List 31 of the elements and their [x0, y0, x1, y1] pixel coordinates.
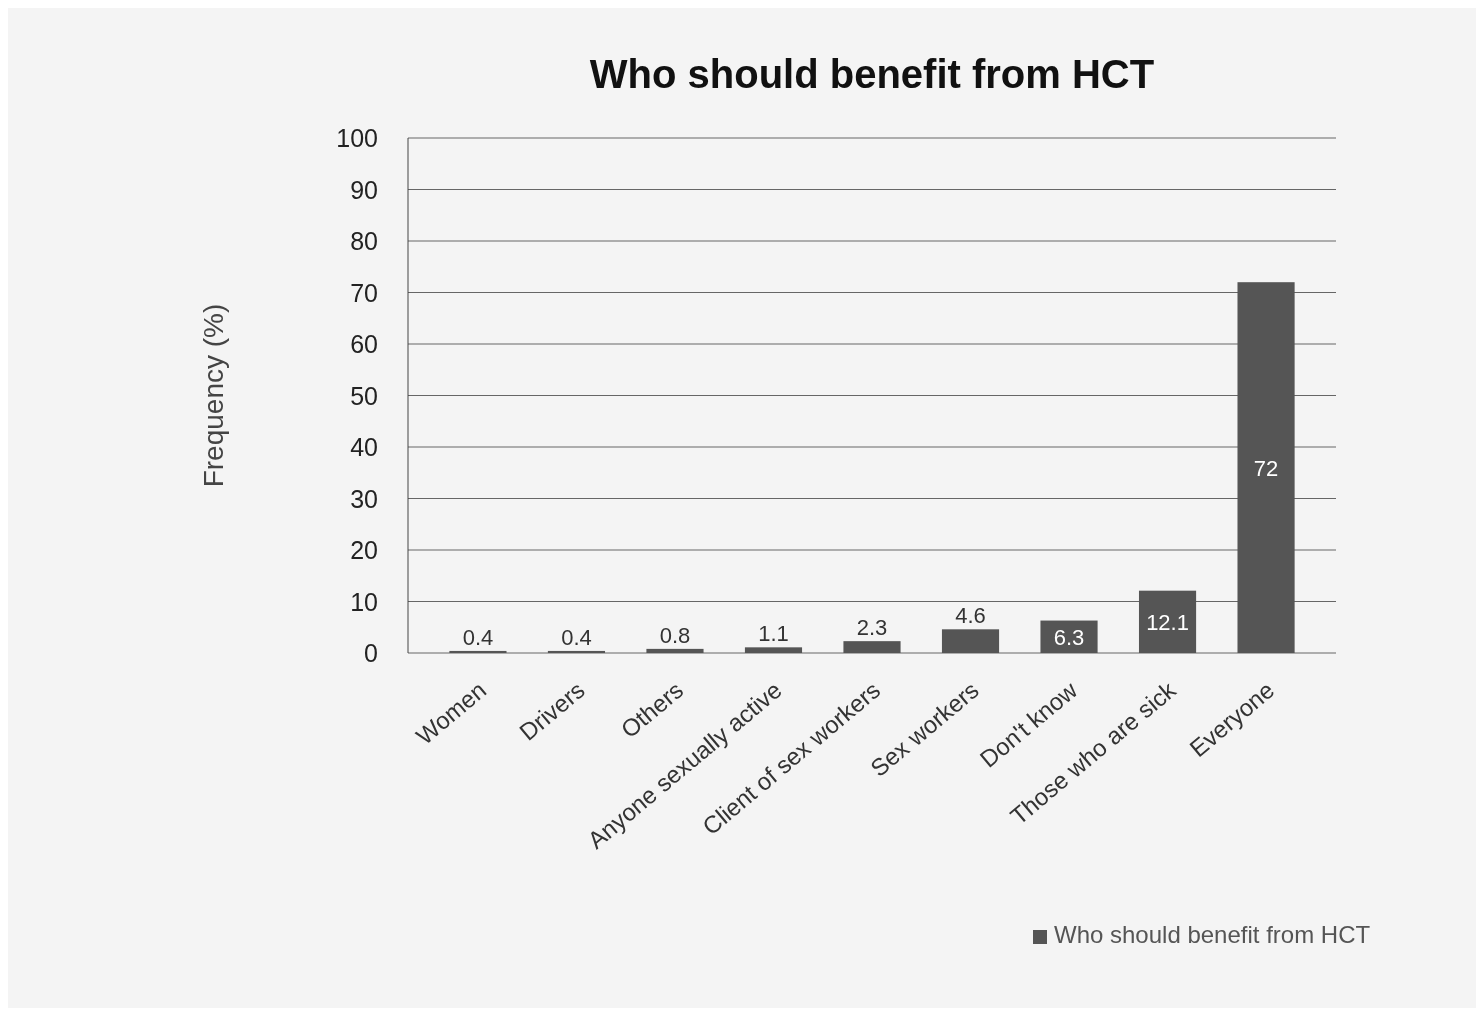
bar: [1138, 590, 1197, 653]
data-label: 0.8: [659, 622, 691, 648]
bar: [941, 629, 1000, 653]
bar: [843, 641, 901, 653]
y-tick-label: 50: [350, 381, 378, 410]
data-label: 1.1: [758, 621, 789, 647]
y-tick-label: 90: [350, 175, 378, 204]
chart-title: Who should benefit from HCT: [589, 52, 1155, 96]
data-label: 72: [1253, 455, 1279, 481]
bar: [547, 650, 606, 653]
data-label: 12.1: [1146, 609, 1189, 635]
data-label: 6.3: [1053, 624, 1085, 650]
legend-label: Who should benefit from HCT: [1054, 921, 1371, 948]
bar: [449, 650, 507, 653]
y-tick-label: 70: [350, 278, 378, 307]
data-label: 0.4: [561, 624, 592, 650]
y-axis-title: Frequency (%): [198, 303, 229, 488]
y-tick-label: 40: [350, 433, 378, 461]
y-tick-label: 0: [364, 639, 378, 667]
bar: [1237, 282, 1295, 653]
y-tick-label: 80: [350, 227, 378, 255]
bar: [744, 647, 803, 653]
data-label: 0.4: [462, 624, 494, 650]
y-tick-label: 20: [350, 536, 378, 564]
data-label: 4.6: [955, 603, 986, 629]
y-tick-label: 60: [350, 330, 378, 358]
y-tick-label: 100: [336, 124, 378, 152]
bar: [646, 648, 704, 653]
y-tick-label: 30: [350, 484, 378, 513]
y-tick-label: 10: [350, 587, 378, 616]
data-label: 2.3: [856, 615, 888, 641]
